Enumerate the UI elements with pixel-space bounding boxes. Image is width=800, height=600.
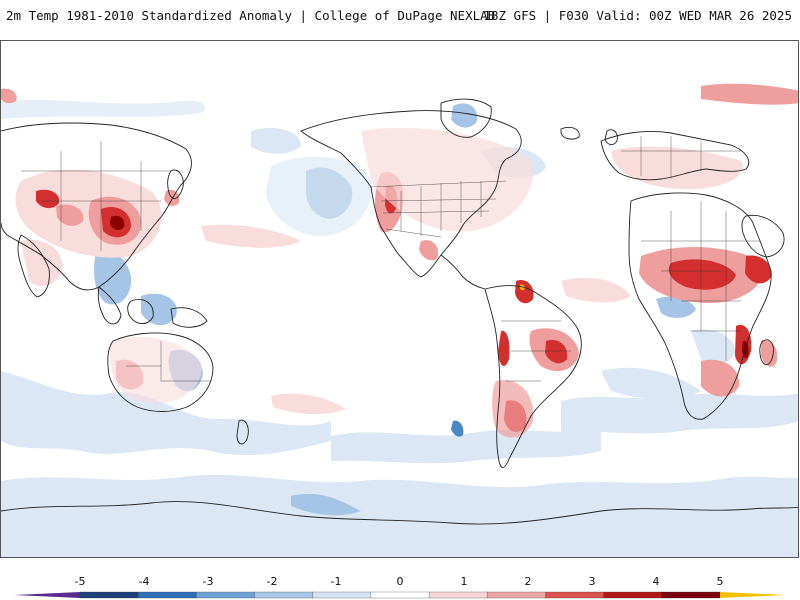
coast-madagascar	[759, 339, 774, 366]
warm-region-sahara-core	[668, 259, 736, 290]
colorbar-tick-label: 4	[653, 575, 660, 588]
colorbar-segments	[14, 591, 786, 599]
warm-region-north-pacific-band	[201, 224, 301, 248]
colorbar: -5 -4 -3 -2 -1 0 1 2 3 4 5	[0, 560, 800, 600]
colorbar-extend-high	[720, 592, 786, 598]
coast-asia	[1, 122, 192, 291]
colorbar-segment	[79, 591, 139, 599]
colorbar-segment	[370, 591, 430, 599]
coast-borneo	[127, 298, 154, 324]
model-valid-time: 18Z GFS | F030 Valid: 00Z WED MAR 26 202…	[483, 8, 792, 23]
coastlines	[1, 98, 798, 525]
warm-region-kazakh	[36, 189, 60, 209]
warm-region-argentina-outer	[492, 380, 534, 438]
colorbar-svg: -5 -4 -3 -2 -1 0 1 2 3 4 5	[14, 575, 786, 599]
colorbar-segment	[254, 591, 314, 599]
warm-region-tropical-atlantic	[561, 277, 631, 303]
colorbar-tick-label: -2	[267, 575, 278, 588]
warm-region-arabia	[745, 255, 772, 284]
header: 2m Temp 1981-2010 Standardized Anomaly |…	[0, 0, 800, 34]
warm-region-south-pacific-band	[271, 393, 346, 415]
warm-region-west-china	[56, 204, 84, 226]
coast-uk	[604, 129, 618, 146]
colorbar-segment	[603, 591, 663, 599]
colorbar-extend-low	[14, 592, 80, 598]
border-africa-2	[670, 201, 727, 361]
warm-region-north-america	[361, 127, 533, 232]
coast-south-america	[484, 285, 582, 468]
cool-region-maritime	[141, 293, 177, 326]
border-south-america	[501, 320, 571, 382]
colorbar-tick-label: -5	[75, 575, 86, 588]
political-borders	[21, 136, 761, 382]
coast-japan	[167, 169, 184, 200]
coast-central-america	[440, 254, 486, 290]
colorbar-tick-label: -1	[331, 575, 342, 588]
cool-region-south-atlantic	[561, 393, 798, 434]
cool-anomaly-regions	[1, 99, 798, 557]
coast-australia	[107, 332, 214, 412]
colorbar-tick-label: 2	[525, 575, 532, 588]
colorbar-segment	[428, 591, 488, 599]
warm-region-brazil-core	[545, 340, 568, 364]
colorbar-segment	[196, 591, 256, 599]
coast-arabia	[741, 214, 785, 258]
border-us-states-grid-1	[400, 181, 482, 236]
colorbar-tick-label: -4	[139, 575, 150, 588]
warm-region-china-extreme	[110, 215, 125, 230]
cool-region-patagonia	[451, 420, 464, 437]
border-europe	[621, 136, 741, 179]
warm-region-arctic	[701, 83, 798, 105]
colorbar-labels: -5 -4 -3 -2 -1 0 1 2 3 4 5	[75, 575, 724, 588]
warm-region-arctic-west	[1, 88, 17, 104]
coast-new-guinea	[170, 307, 208, 328]
cool-region-arctic-strip	[1, 99, 205, 119]
map-title: 2m Temp 1981-2010 Standardized Anomaly |…	[6, 8, 496, 23]
warm-anomaly-regions	[1, 83, 798, 438]
colorbar-segment	[545, 591, 605, 599]
warm-region-venezuela-extreme	[519, 284, 525, 291]
border-us-states-grid-2	[380, 198, 497, 214]
cool-region-greenland	[451, 103, 478, 128]
border-us-canada	[370, 180, 507, 188]
coast-europe	[600, 131, 750, 181]
colorbar-tick-label: 5	[717, 575, 724, 588]
anomaly-map	[0, 40, 799, 558]
coast-new-zealand	[236, 419, 249, 445]
colorbar-tick-label: 3	[589, 575, 596, 588]
border-asia	[21, 141, 171, 251]
border-australia	[126, 341, 211, 382]
colorbar-tick-label: 0	[397, 575, 404, 588]
warm-region-australia-outer	[110, 336, 202, 404]
coast-iceland	[560, 126, 580, 140]
colorbar-segment	[312, 591, 372, 599]
warm-region-south-africa	[701, 359, 740, 397]
colorbar-segment	[138, 591, 198, 599]
cool-region-antarctic-margin	[1, 474, 798, 557]
cool-region-south-pacific	[331, 429, 601, 464]
cool-region-indian-ocean	[601, 367, 701, 400]
colorbar-segment	[487, 591, 547, 599]
colorbar-tick-label: -3	[203, 575, 214, 588]
cool-region-ne-pacific-outer	[266, 156, 372, 236]
border-us-mexico	[385, 228, 442, 238]
colorbar-segment	[661, 591, 721, 599]
warm-region-india	[21, 239, 63, 286]
warm-region-mexico	[419, 240, 439, 261]
cool-region-africa-east	[691, 329, 736, 365]
cool-region-se-asia	[94, 249, 132, 305]
cool-region-africa-west	[656, 296, 696, 318]
cool-region-antarctic-inner	[291, 493, 361, 516]
warm-region-south-america-north	[515, 280, 534, 304]
colorbar-tick-label: 1	[461, 575, 468, 588]
coast-india	[17, 234, 50, 298]
coast-se-asia	[97, 286, 122, 325]
warm-region-europe	[611, 146, 743, 190]
coast-antarctica	[1, 501, 798, 525]
coast-greenland	[440, 98, 492, 138]
warm-region-andes	[498, 330, 510, 366]
map-canvas	[1, 83, 798, 557]
cool-region-alaska	[251, 127, 301, 154]
